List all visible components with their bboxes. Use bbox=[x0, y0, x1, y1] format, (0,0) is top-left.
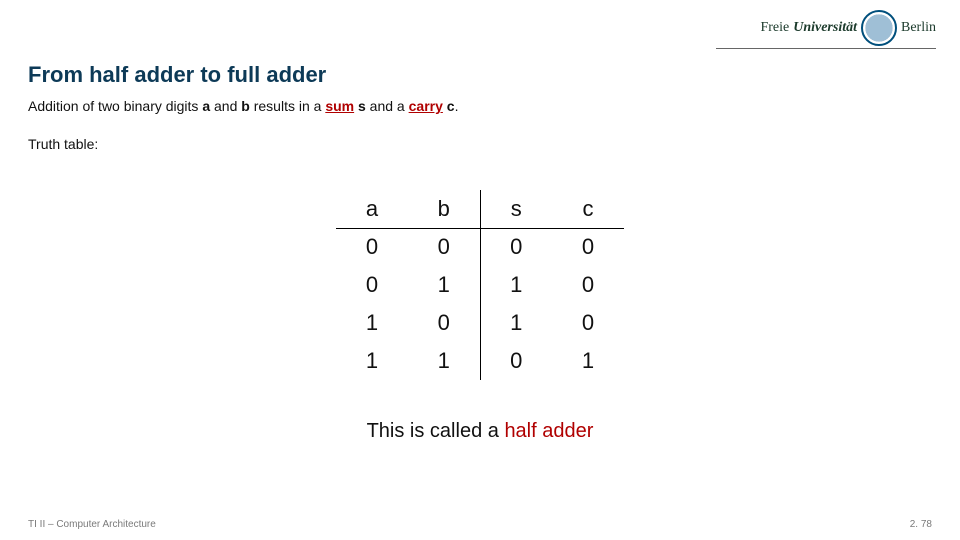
table-header-row: a b s c bbox=[336, 190, 624, 228]
desc-var-c: c bbox=[447, 98, 455, 114]
desc-sum-word: sum bbox=[325, 98, 354, 114]
cell: 0 bbox=[336, 266, 408, 304]
cell: 1 bbox=[480, 266, 552, 304]
description: Addition of two binary digits a and b re… bbox=[28, 98, 458, 114]
header-divider bbox=[716, 48, 936, 49]
desc-var-s: s bbox=[358, 98, 366, 114]
truth-table: a b s c 0 0 0 0 0 1 1 0 1 0 1 bbox=[336, 190, 624, 380]
cell: 1 bbox=[552, 342, 624, 380]
cell: 0 bbox=[552, 266, 624, 304]
cell: 0 bbox=[480, 342, 552, 380]
university-logo: Freie Universität Berlin bbox=[760, 10, 936, 46]
table-row: 0 0 0 0 bbox=[336, 228, 624, 266]
footer-right: 2. 78 bbox=[910, 519, 932, 530]
cell: 0 bbox=[336, 228, 408, 266]
cell: 0 bbox=[408, 228, 480, 266]
university-seal-icon bbox=[861, 10, 897, 46]
cell: 1 bbox=[480, 304, 552, 342]
col-a: a bbox=[336, 190, 408, 228]
logo-word-2: Universität bbox=[793, 20, 857, 36]
logo-word-3: Berlin bbox=[901, 20, 936, 36]
col-b: b bbox=[408, 190, 480, 228]
cell: 0 bbox=[552, 304, 624, 342]
desc-pre: Addition of two binary digits bbox=[28, 98, 202, 114]
truth-table-label: Truth table: bbox=[28, 136, 98, 152]
footer-left: TI II – Computer Architecture bbox=[28, 519, 156, 530]
table-row: 0 1 1 0 bbox=[336, 266, 624, 304]
logo-text: Freie Universität Berlin bbox=[760, 10, 936, 46]
desc-var-b: b bbox=[241, 98, 250, 114]
slide: Freie Universität Berlin From half adder… bbox=[0, 0, 960, 540]
table-row: 1 0 1 0 bbox=[336, 304, 624, 342]
cell: 0 bbox=[552, 228, 624, 266]
desc-var-a: a bbox=[202, 98, 210, 114]
caption-plain: This is called a bbox=[367, 420, 505, 442]
desc-carry-word: carry bbox=[409, 98, 443, 114]
slide-title: From half adder to full adder bbox=[28, 62, 326, 88]
cell: 1 bbox=[336, 342, 408, 380]
cell: 0 bbox=[408, 304, 480, 342]
desc-tail: . bbox=[455, 98, 459, 114]
cell: 1 bbox=[408, 342, 480, 380]
cell: 1 bbox=[336, 304, 408, 342]
desc-mid2: results in a bbox=[250, 98, 325, 114]
table-row: 1 1 0 1 bbox=[336, 342, 624, 380]
logo-word-1: Freie bbox=[760, 20, 789, 36]
caption-highlight: half adder bbox=[504, 420, 593, 442]
cell: 0 bbox=[480, 228, 552, 266]
desc-mid3: and a bbox=[366, 98, 409, 114]
desc-mid1: and bbox=[210, 98, 241, 114]
caption: This is called a half adder bbox=[0, 420, 960, 443]
cell: 1 bbox=[408, 266, 480, 304]
col-s: s bbox=[480, 190, 552, 228]
col-c: c bbox=[552, 190, 624, 228]
